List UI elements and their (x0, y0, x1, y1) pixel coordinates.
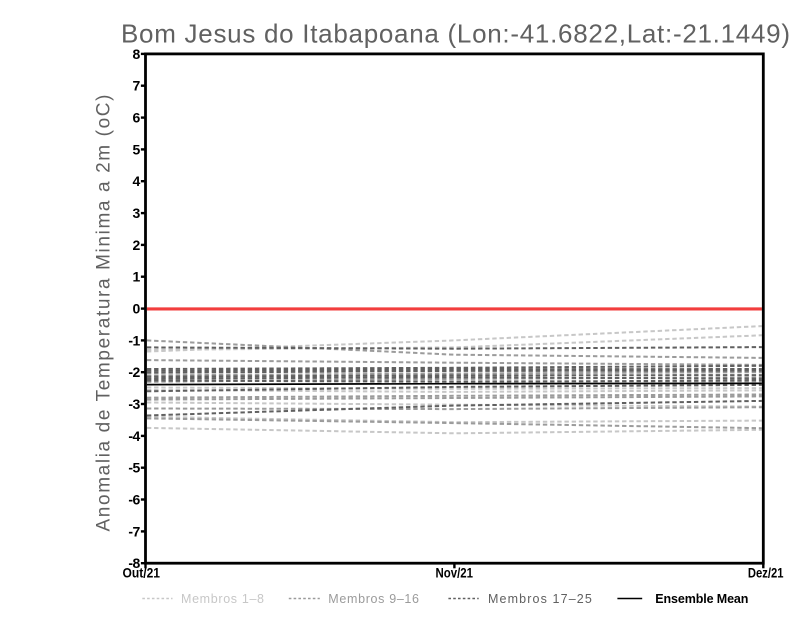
svg-text:-8: -8 (128, 555, 140, 571)
svg-text:2: 2 (133, 237, 141, 253)
svg-text:Membros 17–25: Membros 17–25 (488, 592, 592, 606)
svg-text:3: 3 (133, 205, 141, 221)
svg-text:-2: -2 (128, 364, 140, 380)
svg-text:6: 6 (133, 110, 141, 126)
svg-text:-1: -1 (128, 332, 140, 348)
svg-text:5: 5 (133, 141, 141, 157)
svg-text:-7: -7 (128, 523, 140, 539)
svg-text:Anomalia de Temperatura Minima: Anomalia de Temperatura Minima a 2m (oC) (94, 94, 115, 531)
svg-text:1: 1 (133, 269, 141, 285)
svg-text:7: 7 (133, 78, 141, 94)
svg-text:8: 8 (133, 46, 141, 62)
svg-text:0: 0 (133, 301, 141, 317)
svg-text:Membros 1–8: Membros 1–8 (181, 592, 264, 606)
svg-text:-4: -4 (128, 428, 140, 444)
svg-text:Membros 9–16: Membros 9–16 (328, 592, 419, 606)
svg-text:Ensemble Mean: Ensemble Mean (655, 592, 748, 606)
svg-text:-5: -5 (128, 460, 140, 476)
svg-text:-3: -3 (128, 396, 140, 412)
svg-text:Nov/21: Nov/21 (436, 565, 474, 581)
svg-text:4: 4 (133, 173, 141, 189)
svg-text:-6: -6 (128, 492, 140, 508)
svg-text:Bom Jesus do Itabapoana (Lon:-: Bom Jesus do Itabapoana (Lon:-41.6822,La… (121, 19, 790, 49)
svg-text:Dez/21: Dez/21 (748, 565, 784, 581)
svg-text:Out/21: Out/21 (123, 565, 161, 581)
